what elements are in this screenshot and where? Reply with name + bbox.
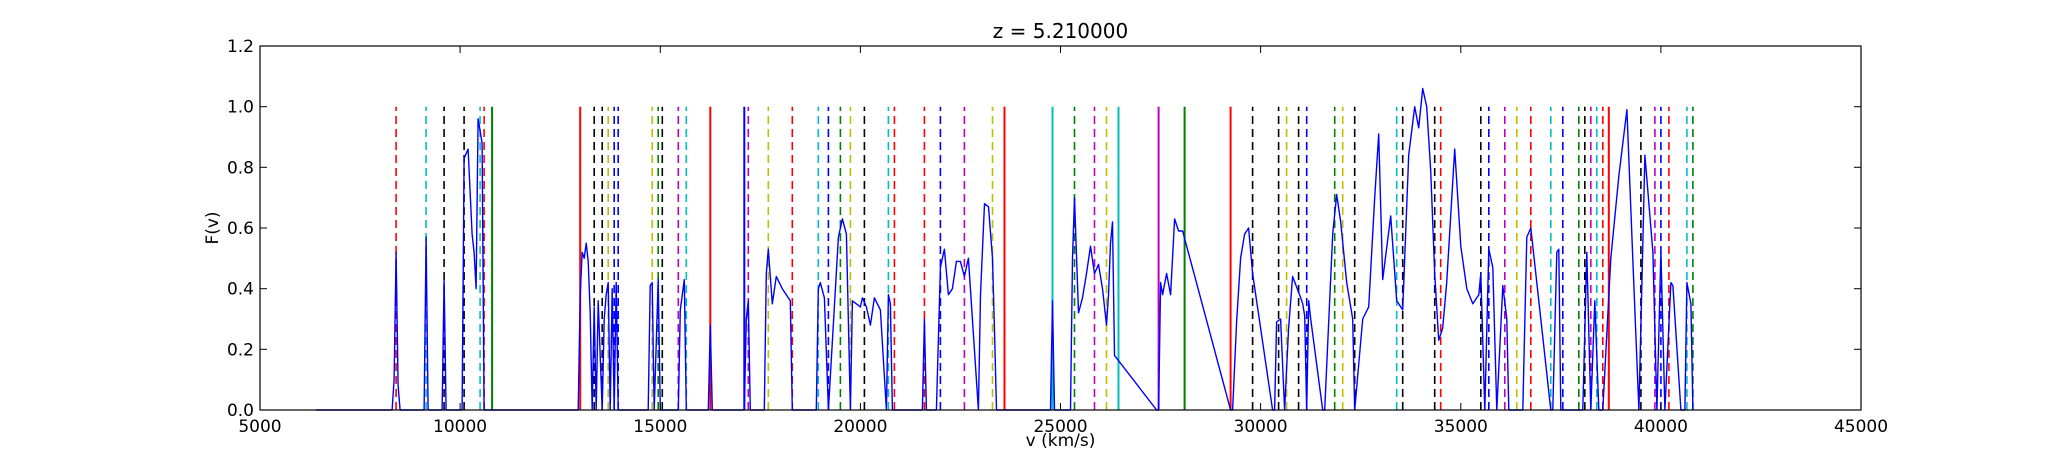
x-axis-title: v (km/s) bbox=[1026, 431, 1096, 451]
y-axis-title: F(v) bbox=[203, 211, 223, 244]
plot-area bbox=[260, 46, 1861, 410]
x-tick-label: 40000 bbox=[1634, 417, 1688, 437]
absorber-lines bbox=[395, 106, 1694, 410]
x-tick-label: 35000 bbox=[1434, 417, 1488, 437]
chart-title: z = 5.210000 bbox=[993, 19, 1128, 43]
x-tick-label: 45000 bbox=[1834, 417, 1888, 437]
x-tick-label: 25000 bbox=[1033, 417, 1087, 437]
x-tick-label: 15000 bbox=[633, 417, 687, 437]
flux-series bbox=[316, 87, 1694, 411]
y-tick-label: 0.2 bbox=[227, 340, 254, 360]
x-tick-label: 5000 bbox=[238, 417, 281, 437]
y-tick-label: 0.4 bbox=[227, 280, 254, 300]
flux-line bbox=[316, 87, 1694, 411]
y-tick-label: 0.0 bbox=[227, 401, 254, 421]
x-axis: 5000 10000 15000 20000 25000 30000 35000 40000 4… bbox=[238, 46, 1888, 437]
y-tick-label: 0.6 bbox=[227, 219, 254, 239]
y-tick-label: 1.0 bbox=[227, 98, 254, 118]
y-tick-label: 0.8 bbox=[227, 158, 254, 178]
x-tick-label: 20000 bbox=[833, 417, 887, 437]
x-tick-label: 30000 bbox=[1234, 417, 1288, 437]
y-tick-label: 1.2 bbox=[227, 37, 254, 57]
x-tick-label: 10000 bbox=[433, 417, 487, 437]
y-axis: 0.0 0.2 0.4 0.6 0.8 1.0 1.2 bbox=[227, 37, 1861, 421]
